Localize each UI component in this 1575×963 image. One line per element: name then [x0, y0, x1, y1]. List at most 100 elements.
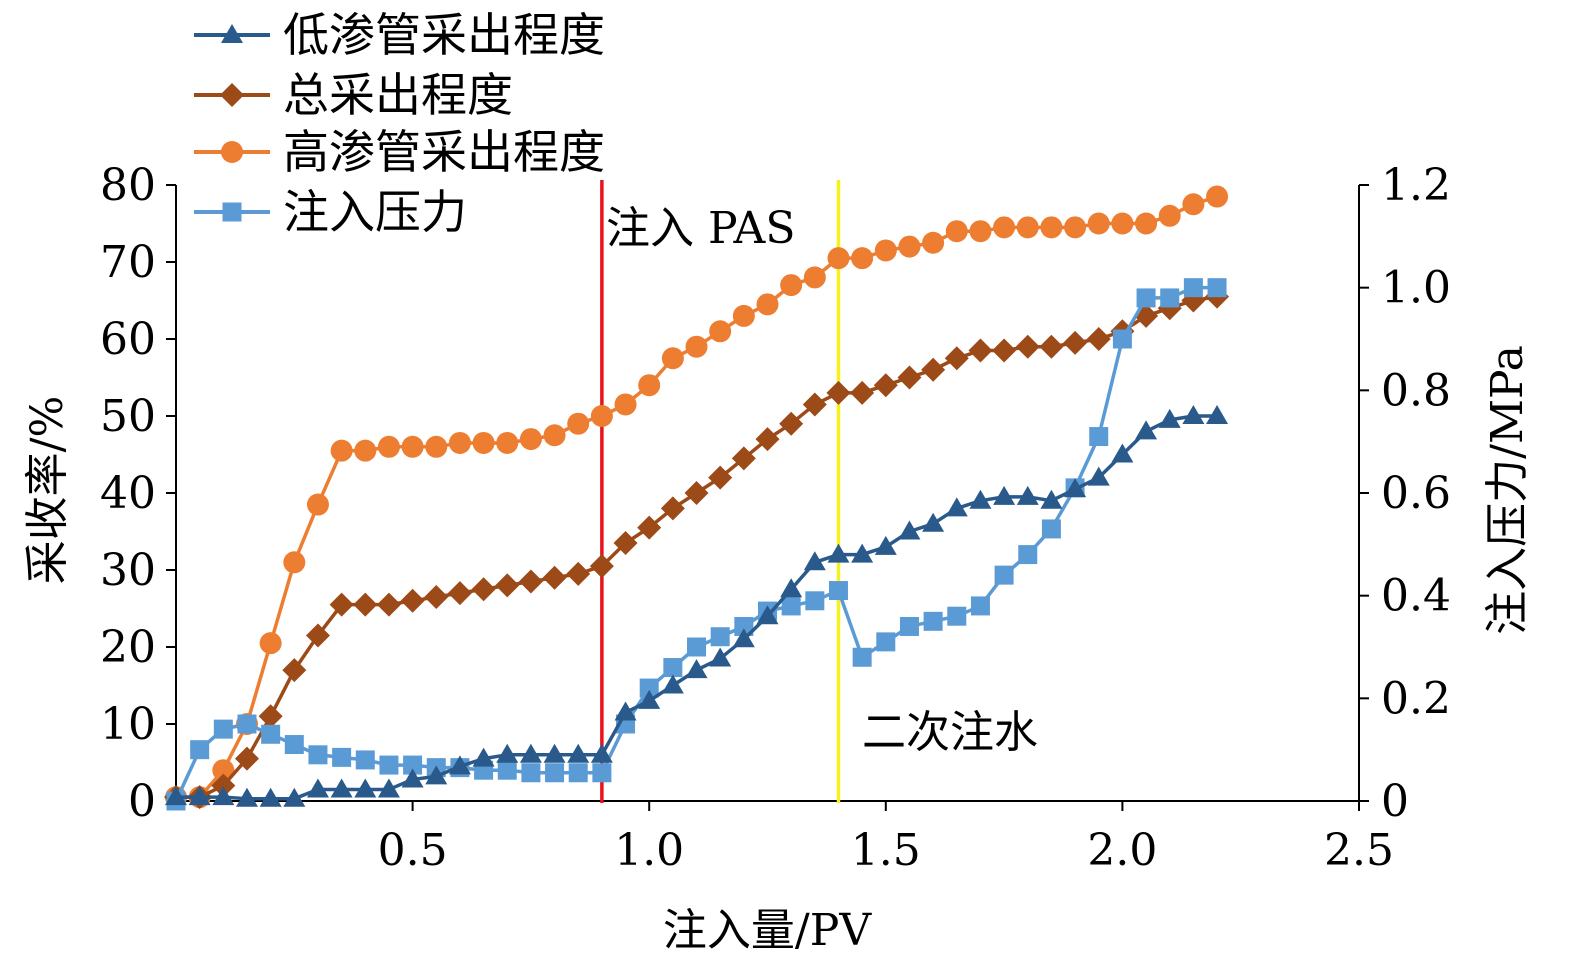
data-point: [1112, 329, 1132, 349]
data-point: [545, 763, 565, 783]
data-point: [590, 743, 613, 763]
data-point: [898, 520, 921, 540]
data-point: [401, 768, 424, 788]
data-point: [1086, 327, 1111, 351]
data-point: [400, 588, 425, 613]
data-point: [519, 428, 542, 451]
data-point: [709, 320, 732, 343]
data-point: [685, 335, 708, 358]
y-axis-left-label: 采收率/%: [22, 396, 73, 585]
data-point: [993, 485, 1016, 505]
data-point: [873, 373, 898, 398]
data-point: [852, 647, 872, 667]
data-point: [661, 674, 684, 694]
data-point: [1016, 216, 1039, 239]
data-point: [354, 778, 377, 798]
data-point: [213, 719, 233, 739]
data-point: [638, 689, 661, 709]
legend-item: 注入压力: [194, 185, 467, 239]
data-point: [614, 393, 637, 416]
series-line: [174, 285, 1218, 802]
data-point: [497, 760, 517, 780]
data-point: [661, 347, 684, 370]
data-point: [731, 446, 756, 471]
data-point: [379, 755, 399, 775]
x-tick-label: 2.5: [1324, 825, 1394, 876]
data-point: [353, 592, 378, 617]
data-point: [425, 435, 448, 458]
data-point: [923, 611, 943, 631]
data-point: [447, 581, 472, 606]
data-point: [922, 512, 945, 532]
data-point: [780, 578, 803, 598]
data-point: [1207, 278, 1227, 298]
data-point: [519, 743, 542, 763]
data-point: [376, 592, 401, 617]
data-point: [237, 714, 257, 734]
data-point: [1064, 216, 1087, 239]
data-point: [945, 220, 968, 243]
data-point: [1183, 278, 1203, 298]
y-right-tick-label: 0.6: [1381, 468, 1451, 519]
data-point: [710, 627, 730, 647]
data-point: [639, 678, 659, 698]
data-point: [471, 577, 496, 602]
data-point: [1087, 466, 1110, 486]
legend-item: 低渗管采出程度: [194, 8, 605, 62]
data-point: [970, 596, 990, 616]
data-point: [258, 704, 283, 729]
y-axis-right-label: 注入压力/MPa: [1482, 345, 1533, 635]
x-axis-label: 注入量/PV: [663, 905, 872, 956]
data-point: [756, 605, 779, 625]
data-point: [235, 787, 258, 807]
annotation-label: 注入 PAS: [606, 203, 795, 254]
data-point: [780, 274, 803, 297]
data-point: [259, 632, 282, 655]
data-point: [734, 616, 754, 636]
data-point: [614, 701, 637, 721]
x-tick-label: 1.0: [614, 825, 684, 876]
data-point: [472, 431, 495, 454]
data-point: [448, 755, 471, 775]
data-point: [284, 735, 304, 755]
data-point: [874, 535, 897, 555]
axes: 0 10 20 30 40 50 60 70 80 0 0.2 0.4 0.6 0.8 1.0 1.2 0.5 1…: [100, 160, 1451, 876]
legend-label: 总采出程度: [283, 68, 513, 122]
data-point: [543, 424, 566, 447]
data-point: [496, 743, 519, 763]
x-tick-label: 2.0: [1087, 825, 1157, 876]
annotation-label: 二次注水: [862, 707, 1038, 758]
data-point: [1064, 478, 1087, 498]
data-point: [424, 584, 449, 609]
data-point: [687, 637, 707, 657]
data-point: [355, 750, 375, 770]
data-point: [638, 374, 661, 397]
data-point: [755, 427, 780, 452]
data-point: [803, 551, 826, 571]
data-point: [781, 596, 801, 616]
data-point: [876, 632, 896, 652]
data-point: [899, 616, 919, 636]
data-point: [259, 787, 282, 807]
legend-label: 低渗管采出程度: [283, 8, 605, 62]
series-1: [164, 284, 1230, 810]
y-left-tick-label: 10: [100, 699, 156, 750]
data-point: [897, 365, 922, 390]
data-point: [921, 357, 946, 382]
data-point: [969, 489, 992, 509]
y-right-tick-label: 0: [1381, 776, 1409, 827]
data-point: [851, 247, 874, 270]
data-point: [898, 235, 921, 258]
data-point: [969, 220, 992, 243]
y-left-tick-label: 60: [100, 314, 156, 365]
y-left-tick-label: 70: [100, 237, 156, 288]
data-point: [779, 411, 804, 436]
data-point: [496, 431, 519, 454]
data-point: [542, 565, 567, 590]
data-point: [521, 763, 541, 783]
y-right-tick-label: 1.0: [1381, 263, 1451, 314]
data-point: [613, 531, 638, 556]
data-point: [1040, 216, 1063, 239]
data-point: [212, 759, 235, 782]
data-point: [1041, 519, 1061, 539]
